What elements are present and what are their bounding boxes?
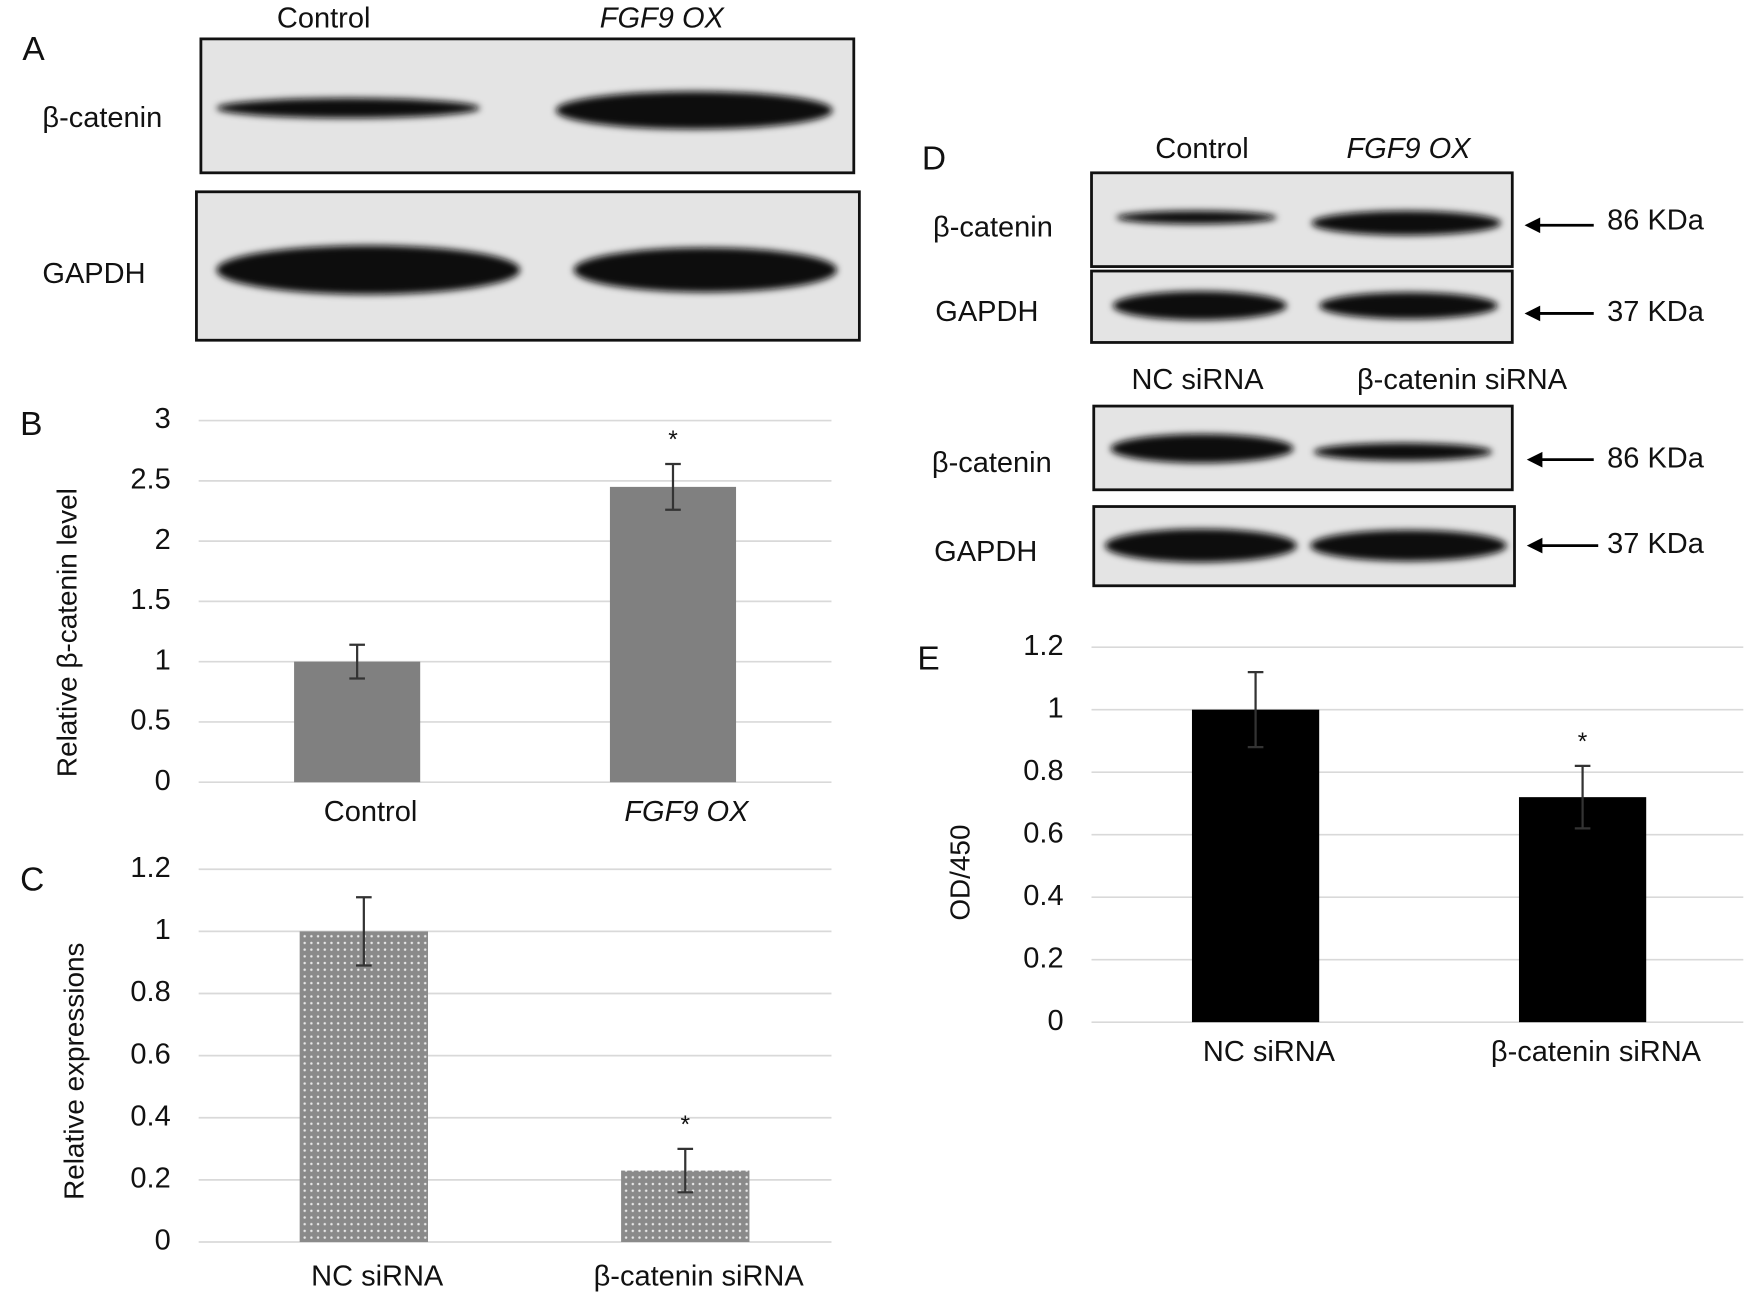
x-tick-label: β-catenin siRNA	[1491, 1036, 1702, 1068]
band	[1110, 433, 1294, 463]
band	[1116, 210, 1277, 225]
y-tick-label: 0.4	[130, 1100, 170, 1132]
band	[216, 98, 480, 119]
y-tick-label: 0	[155, 1225, 171, 1257]
error-bar	[665, 462, 681, 511]
blot-d-top: D Control FGF9 OX β-catenin GAPDH 86 KDa…	[922, 133, 1705, 344]
y-axis-label: Relative expressions	[58, 943, 89, 1200]
error-bar	[1574, 764, 1591, 830]
y-tick-label: 0.5	[130, 705, 170, 737]
arrow-head	[1526, 451, 1543, 468]
blot-a: A Control FGF9 OX β-catenin GAPDH	[22, 3, 861, 342]
lane-label: FGF9 OX	[600, 3, 726, 35]
lane-label: NC siRNA	[1131, 364, 1264, 396]
x-tick-label: β-catenin siRNA	[594, 1260, 805, 1292]
y-tick-label: 0.2	[130, 1163, 170, 1195]
y-tick-label: 0.6	[130, 1038, 170, 1070]
y-tick-label: 1	[1047, 692, 1063, 724]
x-tick-label: NC siRNA	[311, 1260, 444, 1292]
significance: *	[680, 1112, 690, 1139]
band	[1310, 529, 1507, 562]
row-label: β-catenin	[933, 211, 1053, 243]
bar	[1518, 797, 1647, 1023]
y-tick-label: 1.2	[130, 852, 170, 884]
size-label: 37 KDa	[1607, 528, 1705, 560]
band	[216, 245, 521, 295]
y-tick-label: 1	[155, 644, 171, 676]
blot-d-bottom: NC siRNA β-catenin siRNA β-catenin GAPDH…	[932, 364, 1705, 588]
arrow-head	[1524, 305, 1541, 322]
panel-label: C	[20, 861, 44, 898]
lane-label: FGF9 OX	[1346, 133, 1472, 165]
significance: *	[1578, 729, 1588, 756]
x-tick-label: NC siRNA	[1203, 1036, 1336, 1068]
lane-label: Control	[277, 3, 370, 35]
band	[1319, 292, 1498, 320]
x-tick-label: Control	[324, 796, 418, 828]
panel-label: A	[22, 31, 45, 68]
y-tick-label: 1.2	[1023, 630, 1063, 662]
band	[555, 91, 833, 130]
bar	[609, 486, 737, 783]
row-label: β-catenin	[932, 447, 1052, 479]
y-tick-label: 1.5	[130, 584, 170, 616]
band	[573, 247, 838, 293]
y-tick-label: 0	[1047, 1005, 1063, 1037]
y-axis-label: Relative β-catenin level	[52, 488, 83, 777]
arrow-head	[1526, 537, 1543, 554]
bar	[1191, 709, 1320, 1023]
row-label: GAPDH	[42, 258, 145, 290]
y-tick-label: 0.8	[1023, 755, 1063, 787]
significance: *	[668, 427, 678, 454]
y-tick-label: 2	[155, 524, 171, 556]
y-tick-label: 0.2	[1023, 942, 1063, 974]
y-axis-label: OD/450	[944, 825, 975, 921]
y-tick-label: 2.5	[130, 464, 170, 496]
size-label: 86 KDa	[1607, 442, 1705, 474]
size-label: 37 KDa	[1607, 296, 1705, 328]
error-bar	[677, 1147, 694, 1194]
panel-label: E	[917, 640, 939, 677]
row-label: β-catenin	[42, 102, 162, 134]
y-tick-label: 3	[155, 403, 171, 435]
row-label: GAPDH	[934, 536, 1037, 568]
bar	[294, 661, 421, 783]
panel-label: B	[20, 406, 42, 443]
panel-label: D	[922, 140, 946, 177]
band	[1112, 291, 1287, 321]
row-label: GAPDH	[935, 296, 1038, 328]
bar	[299, 931, 429, 1243]
y-tick-label: 1	[155, 914, 171, 946]
y-tick-label: 0.4	[1023, 880, 1063, 912]
band	[1311, 210, 1502, 236]
band	[1104, 528, 1297, 563]
size-label: 86 KDa	[1607, 205, 1705, 237]
y-tick-label: 0.6	[1023, 817, 1063, 849]
arrow-head	[1524, 217, 1541, 234]
band	[1313, 442, 1493, 461]
error-bar	[349, 643, 365, 680]
x-tick-label: FGF9 OX	[624, 796, 750, 828]
lane-label: Control	[1155, 133, 1249, 165]
y-tick-label: 0.8	[130, 976, 170, 1008]
y-tick-label: 0	[155, 765, 171, 797]
error-bar	[1247, 671, 1264, 749]
error-bar	[356, 896, 372, 967]
lane-label: β-catenin siRNA	[1357, 364, 1568, 396]
